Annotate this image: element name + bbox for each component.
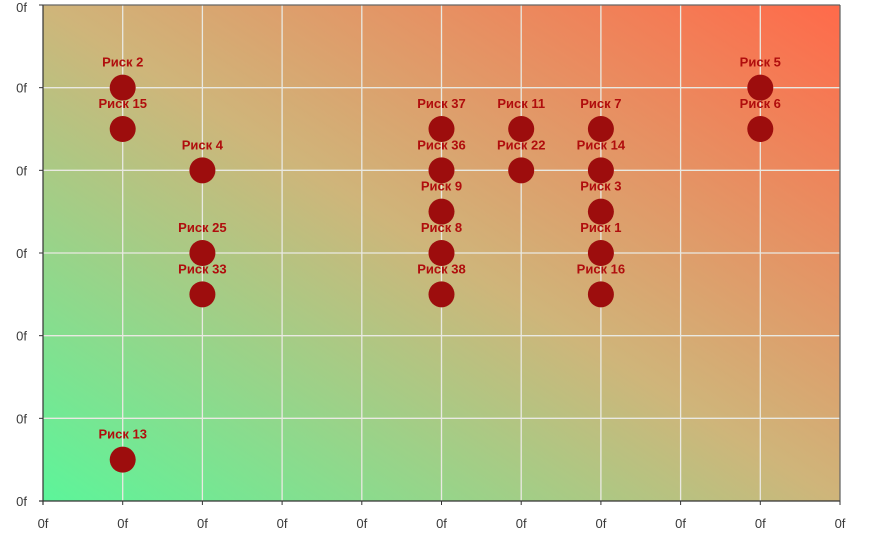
risk-point-label: Риск 9 xyxy=(421,179,462,194)
risk-point-label: Риск 25 xyxy=(178,220,226,235)
y-tick-label: 0f xyxy=(16,246,27,261)
risk-point xyxy=(747,116,774,142)
x-tick-label: 0f xyxy=(755,516,766,531)
risk-point xyxy=(587,157,614,184)
risk-point xyxy=(428,281,455,308)
risk-point-label: Риск 5 xyxy=(740,55,781,70)
risk-point-label: Риск 16 xyxy=(577,261,625,276)
risk-point xyxy=(428,116,455,142)
risk-point-label: Риск 4 xyxy=(182,137,224,152)
risk-point xyxy=(109,116,136,142)
tick-labels: 0f 0f 0f 0f 0f 0f 0f 0f 0f 0f 0f 0f 0f 0f 0f 0f 0f 0f xyxy=(16,0,846,531)
risk-point xyxy=(587,116,614,142)
risk-point-label: Риск 13 xyxy=(98,427,146,442)
risk-point xyxy=(189,240,216,266)
risk-point xyxy=(587,281,614,308)
risk-point xyxy=(109,74,136,101)
x-tick-label: 0f xyxy=(516,516,527,531)
risk-point xyxy=(428,157,455,184)
risk-point-label: Риск 15 xyxy=(98,96,146,111)
risk-point-label: Риск 3 xyxy=(580,179,621,194)
risk-point-label: Риск 36 xyxy=(417,137,465,152)
y-tick-label: 0f xyxy=(16,0,27,15)
risk-point-label: Риск 2 xyxy=(102,55,143,70)
x-tick-label: 0f xyxy=(595,516,606,531)
y-tick-label: 0f xyxy=(16,329,27,344)
x-tick-label: 0f xyxy=(835,516,846,531)
risk-point-label: Риск 8 xyxy=(421,220,462,235)
point-labels: Риск 2 Риск 15 Риск 13 Риск 4 Риск 25 Риск 33… xyxy=(98,55,780,442)
risk-point xyxy=(428,198,455,225)
x-tick-label: 0f xyxy=(675,516,686,531)
y-tick-label: 0f xyxy=(16,163,27,178)
risk-point-label: Риск 1 xyxy=(580,220,621,235)
y-tick-label: 0f xyxy=(16,81,27,96)
x-tick-label: 0f xyxy=(356,516,367,531)
risk-point xyxy=(109,446,136,473)
data-points xyxy=(109,74,774,473)
x-tick-label: 0f xyxy=(197,516,208,531)
risk-point-label: Риск 37 xyxy=(417,96,465,111)
axes xyxy=(39,4,841,505)
y-tick-label: 0f xyxy=(16,411,27,426)
x-tick-label: 0f xyxy=(277,516,288,531)
risk-point xyxy=(747,74,774,101)
risk-point xyxy=(587,198,614,225)
risk-point xyxy=(189,281,216,308)
risk-point xyxy=(508,116,535,142)
risk-point-label: Риск 7 xyxy=(580,96,621,111)
y-tick-label: 0f xyxy=(16,494,27,509)
x-tick-label: 0f xyxy=(436,516,447,531)
risk-point xyxy=(508,157,535,184)
x-tick-label: 0f xyxy=(117,516,128,531)
risk-point-label: Риск 6 xyxy=(740,96,781,111)
risk-point-label: Риск 14 xyxy=(577,137,626,152)
risk-point-label: Риск 11 xyxy=(497,96,545,111)
risk-point xyxy=(587,240,614,266)
risk-point xyxy=(189,157,216,184)
risk-point-label: Риск 38 xyxy=(417,261,465,276)
risk-point xyxy=(428,240,455,266)
x-tick-label: 0f xyxy=(38,516,49,531)
risk-point-label: Риск 22 xyxy=(497,137,545,152)
risk-point-label: Риск 33 xyxy=(178,261,226,276)
